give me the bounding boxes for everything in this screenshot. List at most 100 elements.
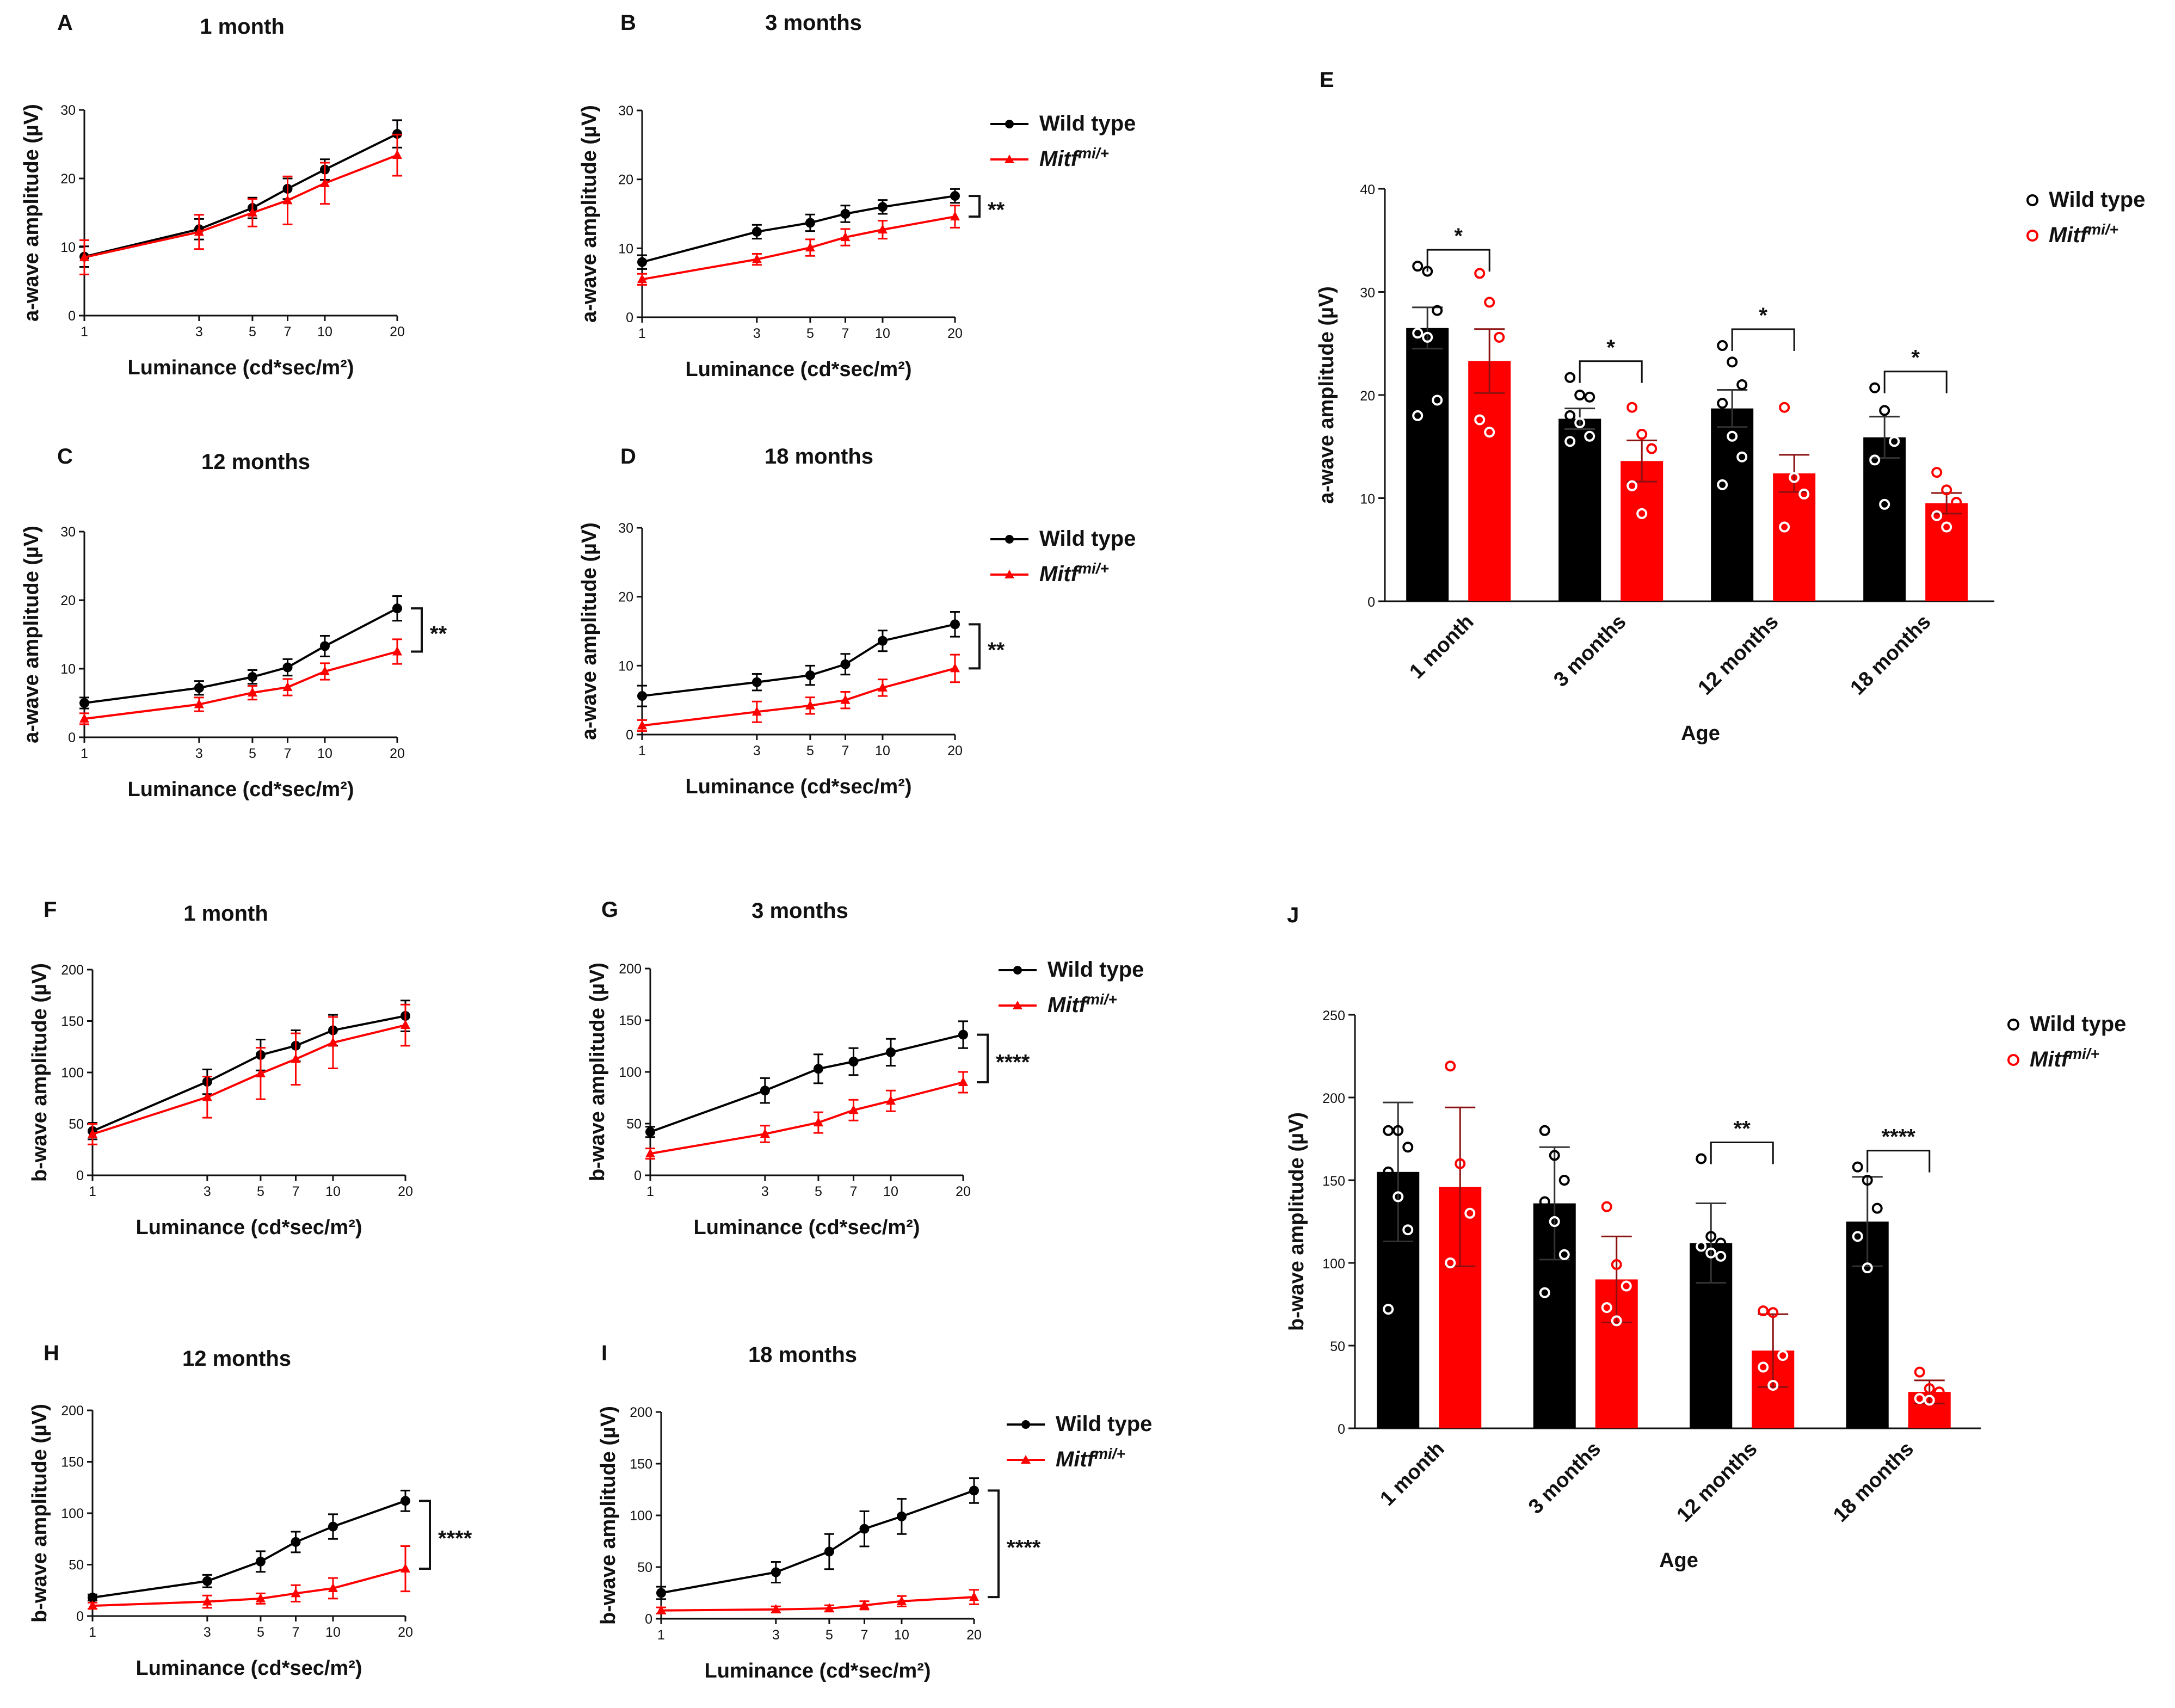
y-tick-label: 50 [626,1117,642,1132]
legend-label-mitf-sup: mi/+ [1086,991,1117,1008]
legend-label-mitf-base: Mitf [1039,562,1080,586]
data-point [1779,521,1790,533]
data-point [1715,1250,1727,1262]
panel-title: 1 month [200,15,285,39]
data-point [1584,391,1595,403]
data-point [751,254,762,263]
data-point [771,1604,781,1613]
x-tick-label: 20 [947,326,963,341]
legend-marker-icon [1013,966,1022,975]
data-point [1914,1393,1925,1404]
bar-chart-J: J 0 50 100 150 200 250 b-wave amplitude (µV) Age… [1285,903,1981,1572]
data-point [1869,454,1881,466]
series-line [92,1015,406,1132]
panel-title: 3 months [751,899,848,923]
data-point [1779,402,1790,413]
x-tick-label: 3 [204,1184,211,1199]
data-point [1422,331,1433,343]
data-point [1636,508,1648,519]
data-point [88,1592,97,1602]
x-tick-label: 20 [947,743,963,759]
data-point [656,1605,666,1614]
y-tick-label: 0 [68,730,76,745]
legend: Wild type Mitfmi/+ [2007,1012,2126,1071]
y-axis-label: a-wave amplitude (µV) [20,526,43,743]
x-tick-label: 20 [390,324,405,340]
x-axis-label: Luminance (cd*sec/m²) [136,1216,362,1239]
x-axis-label: Luminance (cd*sec/m²) [136,1657,362,1680]
x-tick-label: 7 [292,1184,300,1199]
legend-label-wild-type: Wild type [2049,188,2145,212]
data-point [760,1129,770,1138]
y-axis-label: a-wave amplitude (µV) [20,104,43,322]
data-point [824,1546,834,1557]
data-point [328,1037,338,1047]
y-tick-label: 150 [619,1013,642,1028]
data-point [401,1020,410,1029]
legend-label-mitf: Mitfmi/+ [2030,1045,2099,1071]
data-point [1852,1231,1863,1242]
data-point [255,1593,266,1602]
y-tick-label: 30 [1360,286,1375,301]
data-point [1412,410,1424,421]
x-tick-label: 10 [317,324,332,340]
legend-marker-icon [1005,535,1014,544]
panel-letter: H [44,1341,59,1365]
x-tick-label: 3 [761,1184,769,1199]
data-point [1412,328,1424,339]
data-point [1715,1237,1727,1249]
series-line [650,1081,964,1155]
data-point [840,694,851,704]
data-point [751,226,762,237]
significance-bracket [411,607,423,653]
y-tick-label: 30 [618,103,633,119]
x-tick-label: 1 [89,1625,96,1640]
data-point [637,691,647,701]
data-point [1626,402,1638,413]
data-point [1717,479,1728,490]
data-point [1558,1175,1570,1186]
data-point [1626,480,1638,491]
data-point [392,150,402,159]
legend-marker-icon [1005,120,1014,128]
significance-label: ** [1734,1117,1751,1140]
panel-title: 18 months [748,1343,857,1367]
significance-bracket [1866,1150,1931,1173]
data-point [805,218,815,228]
y-tick-label: 200 [61,963,84,978]
data-point [751,677,762,687]
data-point [1484,427,1495,438]
significance-bracket [1426,249,1490,272]
data-point [1549,1150,1560,1161]
x-tick-label: 3 [753,326,761,341]
data-point [969,1485,979,1496]
data-point [771,1567,781,1577]
significance-bracket [419,1500,431,1570]
data-point [194,683,204,693]
legend: Wild type Mitfmi/+ [999,958,1144,1017]
y-tick-label: 20 [60,593,76,608]
category-label: 18 months [1829,1438,1918,1527]
data-point [319,666,330,676]
legend-label-mitf-base: Mitf [1039,147,1080,171]
x-tick-label: 5 [257,1625,264,1640]
data-point [1474,414,1486,426]
x-axis-label: Luminance (cd*sec/m²) [705,1660,931,1682]
panel-title: 12 months [201,450,310,474]
y-axis-label: b-wave amplitude (µV) [586,963,609,1181]
significance-bracket [988,1489,1000,1599]
y-tick-label: 0 [626,310,633,325]
x-axis-label: Luminance (cd*sec/m²) [128,356,354,379]
data-point [1432,394,1443,406]
x-tick-label: 7 [861,1627,868,1643]
data-point [392,646,402,656]
x-tick-label: 1 [89,1184,96,1199]
y-tick-label: 50 [637,1560,652,1575]
legend-marker-icon [1005,155,1014,163]
x-tick-label: 5 [249,324,256,340]
y-tick-label: 0 [76,1609,84,1624]
x-axis-label: Luminance (cd*sec/m²) [686,358,912,381]
x-tick-label: 20 [390,746,405,761]
y-tick-label: 50 [1330,1339,1345,1354]
line-chart-I: I 18 months 0 50 100 150 200 1 3 5 7 10 20 Luminance … [597,1341,1041,1682]
